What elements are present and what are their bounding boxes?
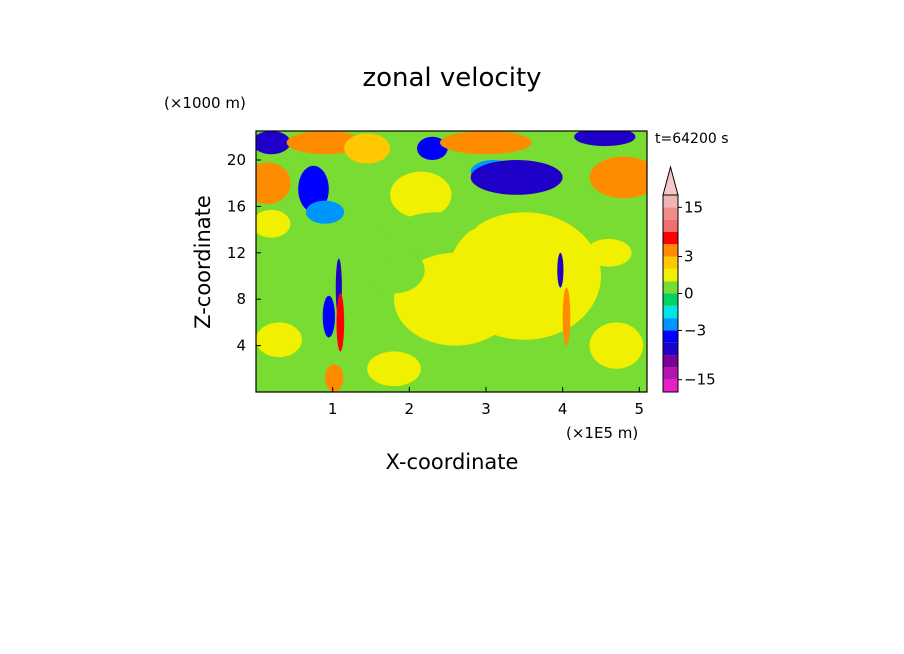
field-feature-14 xyxy=(394,252,517,346)
colorbar-segment xyxy=(663,281,678,294)
velocity-field xyxy=(256,131,647,392)
colorbar: 15 3 0 −3 −15 xyxy=(662,165,716,393)
chart-title: zonal velocity xyxy=(362,63,541,93)
x-tick-label: 5 xyxy=(635,400,645,418)
field-feature-24 xyxy=(336,293,345,352)
field-feature-12 xyxy=(589,156,647,199)
y-tick-label: 16 xyxy=(227,197,246,215)
x-axis-ticks: 1 2 3 4 5 xyxy=(328,387,644,418)
x-tick-label: 3 xyxy=(481,400,491,418)
field-feature-2 xyxy=(256,162,291,205)
field-feature-26 xyxy=(557,252,564,288)
colorbar-segment xyxy=(663,367,678,380)
y-axis-label: Z-coordinate xyxy=(191,195,215,329)
field-feature-20 xyxy=(589,322,644,369)
field-feature-17 xyxy=(256,209,291,238)
x-tick-label: 4 xyxy=(558,400,568,418)
field-feature-28 xyxy=(340,229,394,265)
colorbar-tick-label: −15 xyxy=(684,371,716,389)
y-tick-label: 20 xyxy=(227,151,246,169)
field-feature-8 xyxy=(440,131,532,155)
x-tick-label: 1 xyxy=(328,400,338,418)
colorbar-segment xyxy=(663,207,678,220)
colorbar-segment xyxy=(663,355,678,368)
y-axis-ticks: 4 8 12 16 20 xyxy=(227,151,261,355)
field-feature-5 xyxy=(344,133,391,164)
field-feature-29 xyxy=(401,212,479,236)
field-feature-3 xyxy=(298,165,329,213)
x-unit-label: (×1E5 m) xyxy=(566,424,638,442)
field-feature-21 xyxy=(585,238,632,267)
colorbar-segment xyxy=(663,293,678,306)
plot-frame xyxy=(255,130,648,393)
colorbar-segment xyxy=(663,219,678,232)
y-tick-label: 8 xyxy=(236,290,246,308)
colorbar-segment xyxy=(663,195,678,208)
field-feature-27 xyxy=(562,287,571,346)
time-label: t=64200 s xyxy=(655,131,729,147)
colorbar-tick-label: 3 xyxy=(684,248,694,266)
field-feature-10 xyxy=(470,160,563,195)
colorbar-segment xyxy=(663,330,678,343)
colorbar-tick-label: −3 xyxy=(684,321,706,339)
field-feature-11 xyxy=(574,131,636,147)
colorbar-segment xyxy=(663,305,678,319)
y-tick-label: 12 xyxy=(227,244,246,262)
field-feature-18 xyxy=(279,241,310,265)
x-axis-label: X-coordinate xyxy=(386,450,519,474)
colorbar-extend-arrow xyxy=(662,165,679,196)
field-feature-7 xyxy=(390,171,452,218)
field-feature-25 xyxy=(325,364,344,392)
colorbar-segment xyxy=(663,318,678,331)
field-feature-4 xyxy=(305,200,345,224)
field-feature-19 xyxy=(367,351,421,387)
y-tick-label: 4 xyxy=(236,337,246,355)
colorbar-segment xyxy=(663,256,678,269)
field-feature-22 xyxy=(322,295,335,338)
colorbar-segment xyxy=(663,268,678,282)
colorbar-segment xyxy=(663,379,678,392)
colorbar-tick-label: 0 xyxy=(684,285,694,303)
y-unit-label: (×1000 m) xyxy=(164,94,246,112)
colorbar-segment xyxy=(663,342,678,356)
colorbar-segment xyxy=(663,231,678,245)
field-feature-0 xyxy=(256,131,291,155)
colorbar-tick-label: 15 xyxy=(684,198,703,216)
x-tick-label: 2 xyxy=(405,400,415,418)
field-feature-16 xyxy=(256,322,302,358)
colorbar-segment xyxy=(663,244,678,257)
